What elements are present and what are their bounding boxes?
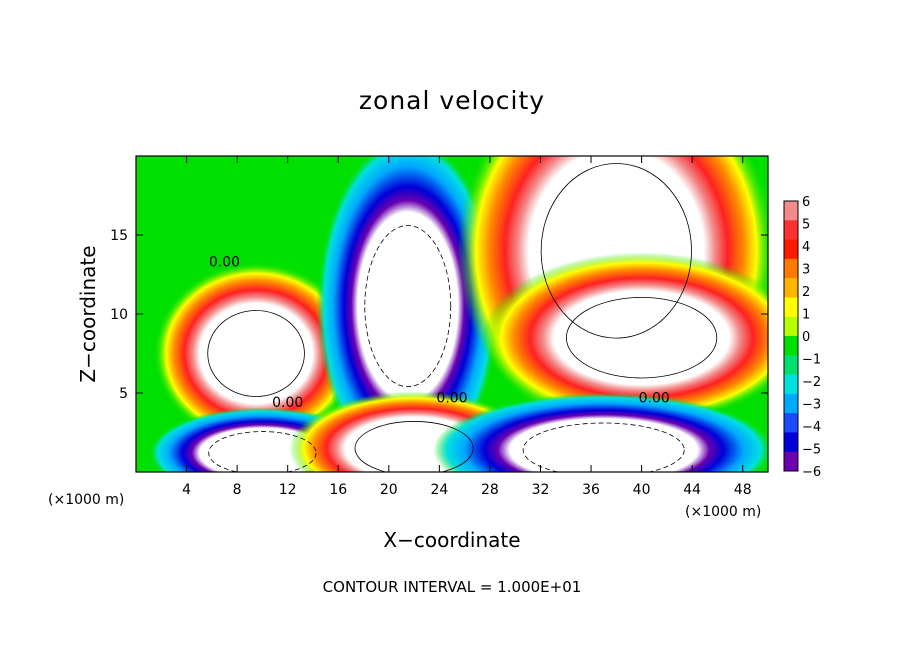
field-region-1 bbox=[316, 156, 499, 472]
colorbar-label-10: −4 bbox=[802, 420, 821, 435]
colorbar-swatch-8 bbox=[784, 355, 798, 376]
colorbar-label-5: 1 bbox=[802, 308, 810, 323]
velocity-field bbox=[136, 156, 768, 472]
y-ticks: 5 10 15 bbox=[110, 228, 768, 402]
colorbar-swatch-11 bbox=[784, 413, 798, 433]
colorbar-label-9: −3 bbox=[802, 398, 821, 413]
colorbar-label-1: 5 bbox=[802, 218, 810, 233]
y-tick-label-0: 5 bbox=[119, 386, 128, 402]
x-unit-label-right: (×1000 m) bbox=[685, 504, 762, 520]
colorbar: 6 5 4 3 2 1 0 −1 −2 −3 −4 −5 −6 bbox=[783, 195, 821, 480]
colorbar-swatch-2 bbox=[784, 239, 798, 260]
x-tick-label-6: 28 bbox=[481, 482, 499, 498]
x-tick-label-5: 24 bbox=[430, 482, 448, 498]
colorbar-swatch-0 bbox=[784, 201, 798, 221]
colorbar-label-8: −2 bbox=[802, 375, 821, 390]
x-tick-label-2: 12 bbox=[279, 482, 297, 498]
x-tick-label-7: 32 bbox=[532, 482, 550, 498]
contour-label-3: 0.00 bbox=[639, 390, 670, 406]
x-tick-label-0: 4 bbox=[182, 482, 191, 498]
field-region-0 bbox=[153, 262, 359, 445]
x-tick-label-11: 48 bbox=[734, 482, 752, 498]
colorbar-swatch-12 bbox=[784, 432, 798, 453]
x-unit-label-left: (×1000 m) bbox=[48, 492, 125, 508]
contour-label-1: 0.00 bbox=[272, 395, 303, 411]
y-tick-label-1: 10 bbox=[110, 307, 128, 323]
x-tick-label-9: 40 bbox=[633, 482, 651, 498]
contour-0 bbox=[207, 310, 305, 397]
colorbar-swatch-4 bbox=[784, 278, 798, 298]
x-tick-label-4: 20 bbox=[380, 482, 398, 498]
colorbar-swatch-9 bbox=[784, 374, 798, 395]
colorbar-swatch-10 bbox=[784, 393, 798, 414]
x-axis-label: X−coordinate bbox=[383, 528, 521, 552]
x-tick-label-1: 8 bbox=[233, 482, 242, 498]
contour-3 bbox=[565, 297, 718, 379]
x-tick-label-8: 36 bbox=[582, 482, 600, 498]
colorbar-label-3: 3 bbox=[802, 263, 810, 278]
x-tick-label-10: 44 bbox=[683, 482, 701, 498]
contour-6 bbox=[522, 422, 685, 472]
x-ticks: 4 8 12 16 20 24 28 32 36 40 44 48 bbox=[182, 156, 752, 498]
colorbar-swatch-3 bbox=[784, 258, 798, 279]
contour-label-2: 0.00 bbox=[436, 390, 467, 406]
colorbar-label-4: 2 bbox=[802, 285, 810, 300]
colorbar-label-6: 0 bbox=[802, 330, 810, 345]
colorbar-label-7: −1 bbox=[802, 353, 821, 368]
colorbar-swatch-1 bbox=[784, 220, 798, 241]
contour-1 bbox=[364, 225, 452, 388]
colorbar-swatch-5 bbox=[784, 297, 798, 318]
contour-5 bbox=[354, 421, 474, 472]
colorbar-label-11: −5 bbox=[802, 443, 821, 458]
contour-label-0: 0.00 bbox=[209, 255, 240, 271]
colorbar-label-0: 6 bbox=[802, 195, 810, 210]
y-tick-label-2: 15 bbox=[110, 228, 128, 244]
colorbar-swatch-6 bbox=[784, 316, 798, 337]
colorbar-swatch-7 bbox=[784, 336, 798, 356]
contour-2 bbox=[540, 163, 692, 339]
chart-title: zonal velocity bbox=[358, 86, 546, 115]
contour-4 bbox=[208, 431, 317, 472]
x-tick-label-3: 16 bbox=[329, 482, 347, 498]
contour-lines: 0.00 0.00 0.00 0.00 bbox=[207, 163, 718, 472]
colorbar-swatch-13 bbox=[784, 451, 798, 472]
colorbar-label-2: 4 bbox=[802, 240, 810, 255]
contour-interval-note: CONTOUR INTERVAL = 1.000E+01 bbox=[322, 578, 582, 596]
colorbar-label-12: −6 bbox=[802, 465, 821, 480]
colorbar-frame bbox=[783, 200, 799, 472]
